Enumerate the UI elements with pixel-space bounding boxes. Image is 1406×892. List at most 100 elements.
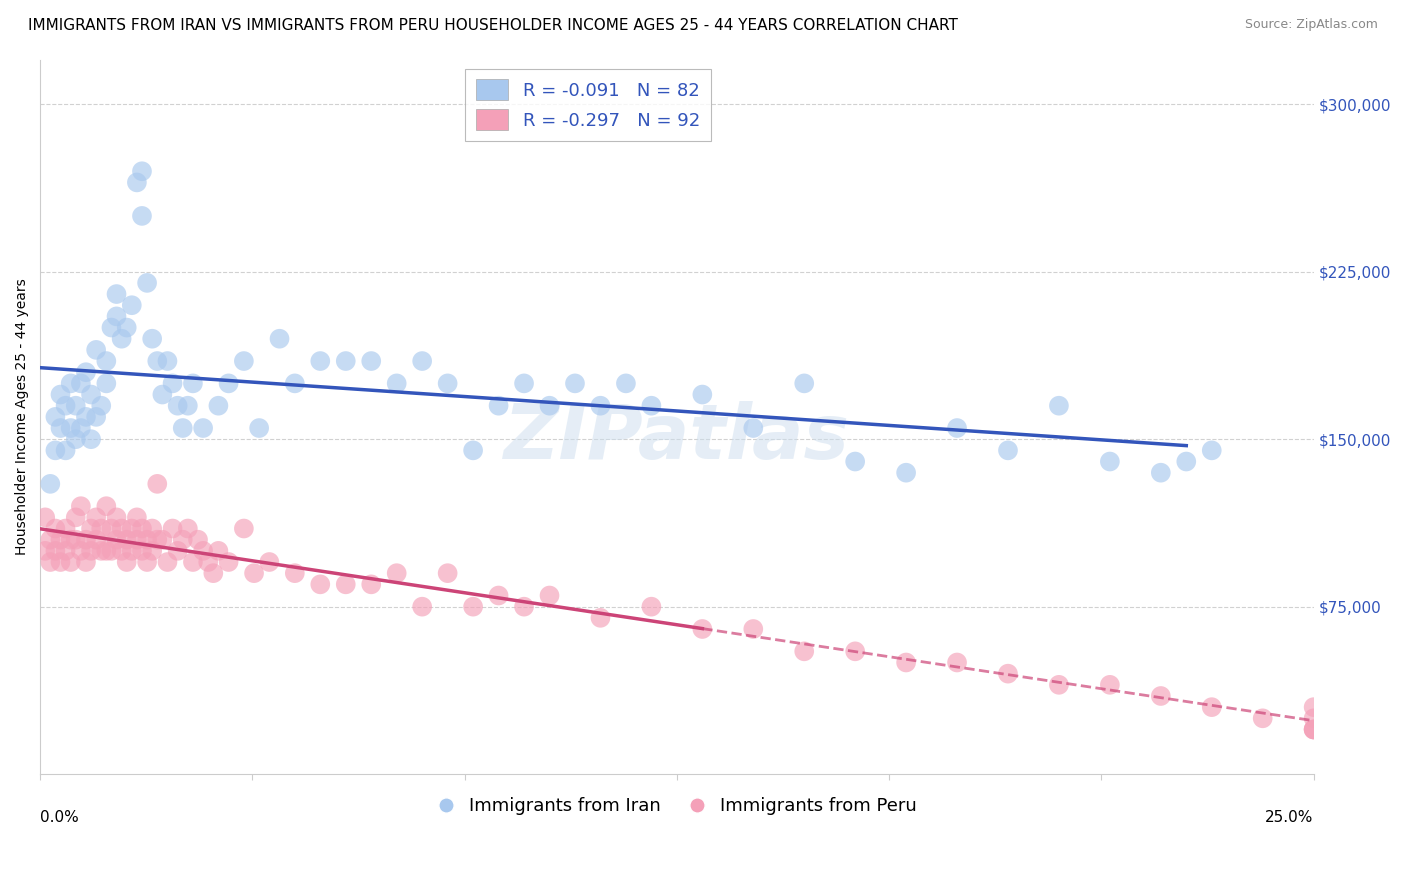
- Point: [640, 599, 662, 614]
- Point: [997, 443, 1019, 458]
- Point: [335, 577, 357, 591]
- Point: [136, 555, 159, 569]
- Point: [110, 522, 132, 536]
- Point: [207, 399, 229, 413]
- Point: [49, 421, 72, 435]
- Text: 0.0%: 0.0%: [41, 810, 79, 825]
- Point: [181, 555, 204, 569]
- Point: [162, 376, 184, 391]
- Text: 25.0%: 25.0%: [1265, 810, 1313, 825]
- Point: [232, 522, 254, 536]
- Point: [110, 544, 132, 558]
- Point: [1047, 678, 1070, 692]
- Point: [105, 287, 128, 301]
- Point: [172, 421, 194, 435]
- Point: [65, 510, 87, 524]
- Point: [589, 399, 612, 413]
- Point: [1251, 711, 1274, 725]
- Point: [218, 376, 240, 391]
- Point: [115, 533, 138, 547]
- Point: [488, 399, 510, 413]
- Point: [100, 522, 122, 536]
- Point: [96, 499, 118, 513]
- Point: [1175, 454, 1198, 468]
- Point: [513, 376, 536, 391]
- Point: [59, 533, 82, 547]
- Point: [436, 376, 458, 391]
- Point: [125, 175, 148, 189]
- Point: [39, 476, 62, 491]
- Point: [692, 622, 714, 636]
- Point: [44, 443, 66, 458]
- Point: [70, 499, 93, 513]
- Point: [538, 399, 561, 413]
- Point: [692, 387, 714, 401]
- Text: ZIPatlas: ZIPatlas: [503, 401, 849, 475]
- Point: [162, 522, 184, 536]
- Point: [1150, 689, 1173, 703]
- Point: [742, 622, 765, 636]
- Point: [1302, 700, 1324, 714]
- Point: [65, 432, 87, 446]
- Point: [793, 376, 815, 391]
- Point: [181, 376, 204, 391]
- Point: [100, 544, 122, 558]
- Point: [141, 522, 163, 536]
- Point: [131, 544, 153, 558]
- Point: [589, 611, 612, 625]
- Point: [80, 544, 103, 558]
- Point: [141, 332, 163, 346]
- Point: [59, 376, 82, 391]
- Point: [90, 522, 112, 536]
- Point: [55, 443, 77, 458]
- Point: [187, 533, 209, 547]
- Point: [121, 544, 143, 558]
- Point: [894, 466, 917, 480]
- Point: [207, 544, 229, 558]
- Point: [360, 577, 382, 591]
- Point: [55, 399, 77, 413]
- Point: [136, 276, 159, 290]
- Point: [131, 164, 153, 178]
- Point: [284, 376, 307, 391]
- Point: [218, 555, 240, 569]
- Point: [131, 522, 153, 536]
- Point: [110, 332, 132, 346]
- Point: [1047, 399, 1070, 413]
- Point: [90, 399, 112, 413]
- Point: [49, 555, 72, 569]
- Point: [44, 544, 66, 558]
- Point: [105, 510, 128, 524]
- Point: [44, 522, 66, 536]
- Point: [894, 656, 917, 670]
- Point: [197, 555, 219, 569]
- Point: [177, 399, 200, 413]
- Point: [70, 376, 93, 391]
- Point: [115, 320, 138, 334]
- Point: [259, 555, 281, 569]
- Point: [80, 387, 103, 401]
- Point: [75, 533, 97, 547]
- Point: [191, 421, 214, 435]
- Point: [538, 589, 561, 603]
- Point: [75, 555, 97, 569]
- Point: [115, 555, 138, 569]
- Point: [131, 209, 153, 223]
- Point: [65, 533, 87, 547]
- Point: [247, 421, 270, 435]
- Point: [1302, 723, 1324, 737]
- Point: [513, 599, 536, 614]
- Point: [96, 544, 118, 558]
- Point: [59, 555, 82, 569]
- Point: [156, 555, 179, 569]
- Point: [39, 533, 62, 547]
- Point: [150, 387, 173, 401]
- Point: [844, 644, 866, 658]
- Point: [70, 544, 93, 558]
- Point: [1098, 678, 1121, 692]
- Legend: Immigrants from Iran, Immigrants from Peru: Immigrants from Iran, Immigrants from Pe…: [429, 789, 924, 822]
- Point: [269, 332, 291, 346]
- Point: [84, 533, 107, 547]
- Point: [44, 409, 66, 424]
- Point: [360, 354, 382, 368]
